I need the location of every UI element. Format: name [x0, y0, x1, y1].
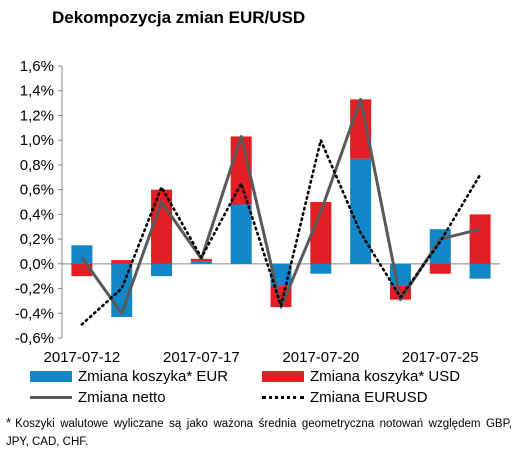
bar-eur	[71, 245, 93, 264]
bar-eur	[350, 158, 372, 264]
y-tick-label: 1,4%	[20, 83, 54, 100]
y-tick-label: -0,4%	[15, 305, 54, 322]
legend-swatch-eur	[30, 371, 72, 382]
chart-title: Dekompozycja zmian EUR/USD	[52, 8, 306, 27]
legend-item-eur: Zmiana koszyka* EUR	[30, 368, 228, 385]
y-tick-label: 0,2%	[20, 231, 54, 248]
y-tick-label: 1,2%	[20, 107, 54, 124]
y-tick-label: 0,0%	[20, 256, 54, 273]
bar-usd	[469, 214, 491, 264]
bar-eur	[151, 263, 173, 277]
x-tick-label: 2017-07-17	[163, 349, 240, 366]
y-tick-label: 0,8%	[20, 157, 54, 174]
footnote-text: Koszyki walutowe wyliczane są jako ważon…	[6, 418, 512, 448]
bar-usd	[429, 263, 451, 274]
legend-swatch-eurusd	[262, 396, 304, 399]
bar-eur	[310, 263, 332, 274]
bar-usd	[310, 202, 332, 264]
legend-swatch-usd	[262, 371, 304, 382]
y-tick-label: 1,6%	[20, 58, 54, 75]
bar-eur	[469, 263, 491, 279]
y-tick-label: -0,6%	[15, 330, 54, 347]
legend-swatch-netto	[30, 396, 72, 399]
bar-eur	[190, 261, 212, 264]
legend-label-netto: Zmiana netto	[78, 389, 166, 406]
x-tick-label: 2017-07-20	[282, 349, 359, 366]
legend-label-usd: Zmiana koszyka* USD	[310, 368, 461, 385]
y-tick-label: 0,4%	[20, 206, 54, 223]
legend-label-eurusd: Zmiana EURUSD	[310, 389, 428, 406]
bar-eur	[429, 229, 451, 264]
y-tick-label: 0,6%	[20, 182, 54, 199]
legend-item-eurusd: Zmiana EURUSD	[262, 389, 428, 406]
line-eurusd	[80, 138, 482, 326]
bar-usd	[111, 260, 133, 264]
legend-item-netto: Zmiana netto	[30, 389, 166, 406]
y-tick-label: -0,2%	[15, 281, 54, 298]
bar-eur	[230, 204, 252, 264]
legend-label-eur: Zmiana koszyka* EUR	[78, 368, 229, 385]
y-tick-label: 1,0%	[20, 132, 54, 149]
x-tick-label: 2017-07-25	[402, 349, 479, 366]
legend-item-usd: Zmiana koszyka* USD	[262, 368, 460, 385]
footnote: * Koszyki walutowe wyliczane są jako ważo…	[6, 414, 512, 451]
x-tick-label: 2017-07-12	[44, 349, 121, 366]
footnote-star: *	[6, 415, 12, 430]
